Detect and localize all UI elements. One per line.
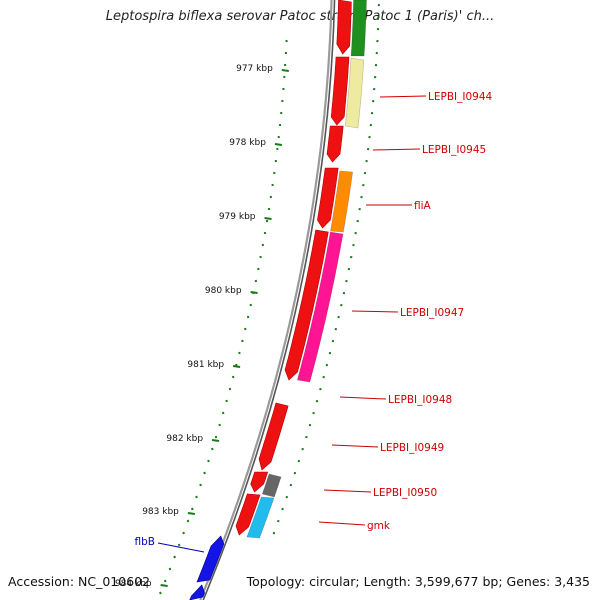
forward-gene-arrow (330, 56, 350, 126)
tick-label: 983 kbp (142, 507, 179, 517)
function-category-box (350, 0, 367, 57)
major-tick (281, 69, 289, 72)
scale-dot (199, 483, 202, 487)
gene-label-leader (331, 444, 379, 448)
gene-label: LEPBI_I0950 (373, 487, 437, 499)
backbone-outer (199, 0, 333, 600)
forward-gene-arrow (317, 167, 339, 229)
map-title: Leptospira biflexa serovar Patoc strain … (105, 9, 495, 24)
gene-label: LEPBI_I0944 (428, 91, 493, 103)
gene-label: LEPBI_I0945 (422, 144, 486, 156)
scale-dot (231, 375, 235, 379)
function-category-box (246, 496, 275, 539)
tick-label: 980 kbp (205, 286, 242, 296)
scale-dot (177, 543, 181, 547)
gene-label-leader (351, 310, 399, 313)
scale-dot (191, 507, 194, 511)
gene-label: gmk (367, 520, 391, 532)
function-category-box (330, 170, 353, 233)
tick-label: 978 kbp (229, 138, 266, 148)
gene-label-leader (379, 95, 427, 98)
tick-label: 984 kbp (115, 579, 152, 589)
scale-dot (207, 459, 210, 463)
reverse-gene-arrow (189, 584, 205, 600)
major-tick (211, 439, 220, 442)
scale-dot (159, 591, 162, 595)
accession-text: Accession: NC_010602 (8, 574, 151, 589)
major-tick (160, 584, 168, 587)
topology-text: Topology: circular; Length: 3,599,677 bp… (246, 574, 590, 589)
forward-gene-arrow (250, 471, 269, 493)
major-tick (250, 291, 258, 294)
gene-label: LEPBI_I0947 (400, 307, 464, 319)
tick-label: 982 kbp (166, 434, 203, 444)
scale-dot (168, 567, 172, 571)
scale-dot (238, 351, 241, 355)
forward-gene-arrow (284, 229, 329, 381)
scale-dot (221, 411, 225, 415)
gene-label-leader (372, 148, 421, 151)
forward-gene-arrow (326, 125, 344, 163)
function-category-box (297, 231, 344, 383)
major-tick (264, 217, 272, 220)
tick-label: 977 kbp (236, 64, 273, 74)
gene-label: LEPBI_I0948 (388, 394, 452, 406)
scale-dot (225, 399, 228, 403)
scale-dot (211, 447, 214, 451)
gene-label-leader (323, 489, 372, 493)
forward-gene-arrow (336, 0, 352, 55)
scale-dot (203, 471, 206, 475)
major-tick (232, 365, 241, 368)
major-tick (274, 143, 283, 146)
scale-dot (163, 579, 167, 583)
scale-dot (195, 495, 198, 499)
backbone-inner (202, 0, 336, 600)
gene-label: flbB (135, 536, 155, 548)
gene-label-leader (339, 396, 387, 400)
tick-label: 981 kbp (187, 360, 224, 370)
scale-dot (228, 387, 232, 391)
gene-label: fliA (414, 200, 432, 212)
gene-label: LEPBI_I0949 (380, 442, 444, 454)
scale-dot (173, 555, 176, 559)
function-category-box (344, 57, 365, 129)
forward-gene-arrow (235, 493, 261, 536)
scale-dot (182, 531, 185, 535)
forward-gene-arrow (258, 402, 289, 471)
major-tick (187, 512, 196, 515)
gene-label-leader (157, 542, 205, 553)
scale-dot (214, 435, 218, 439)
scale-dot (186, 519, 190, 523)
reverse-gene-arrow (196, 535, 225, 583)
function-category-box (261, 473, 282, 498)
scale-dot (218, 423, 221, 427)
tick-label: 979 kbp (219, 212, 256, 222)
gene-label-leader (318, 521, 366, 526)
